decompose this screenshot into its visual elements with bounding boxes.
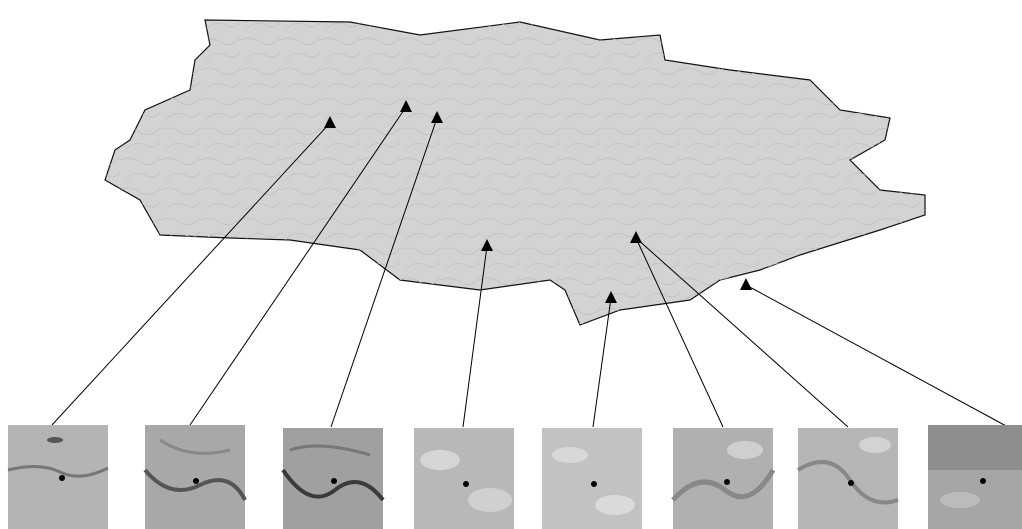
thumbnail bbox=[798, 428, 898, 529]
thumbnail bbox=[283, 428, 383, 529]
thumbnail bbox=[8, 425, 108, 529]
page bbox=[0, 0, 1022, 529]
thumbnails bbox=[8, 425, 1022, 529]
leader-line bbox=[746, 285, 1008, 427]
thumbnail bbox=[414, 428, 514, 529]
thumbnail bbox=[145, 425, 245, 529]
map-figure bbox=[0, 0, 1022, 529]
region-texture bbox=[105, 20, 925, 325]
thumbnail bbox=[542, 428, 642, 529]
thumbnail bbox=[928, 425, 1022, 529]
site-marker bbox=[740, 278, 752, 290]
thumbnail bbox=[673, 428, 773, 529]
